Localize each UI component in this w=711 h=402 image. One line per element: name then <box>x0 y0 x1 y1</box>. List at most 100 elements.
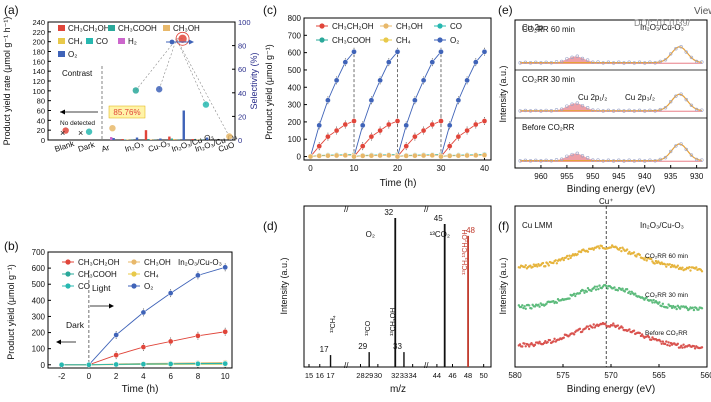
raw-data-point <box>689 103 694 108</box>
lmm-data-point <box>609 246 613 249</box>
raw-data-point <box>622 61 626 65</box>
legend-label: CH₄ <box>144 270 159 279</box>
raw-data-point <box>658 157 662 162</box>
raw-data-point <box>684 147 688 152</box>
lmm-data-point <box>572 333 576 336</box>
o2-axis-arrow-marker <box>169 39 175 45</box>
lmm-data-point <box>693 347 697 350</box>
point-CH3CH2OH <box>438 118 444 124</box>
raw-data-point <box>554 60 559 64</box>
lmm-data-point <box>582 289 585 292</box>
lmm-data-point <box>628 250 631 254</box>
legend-label: CH₃CH₂OH <box>78 258 120 267</box>
y-tick-label: 600 <box>288 49 302 58</box>
legend-label: CO <box>96 37 108 46</box>
raw-data-point <box>694 107 699 112</box>
lmm-data-point <box>653 262 656 265</box>
x-tick-label: 16 <box>316 371 324 380</box>
lmm-data-point <box>547 264 550 267</box>
lmm-data-point <box>663 342 667 346</box>
view-link-text[interactable]: View <box>694 6 711 17</box>
plot-frame <box>303 205 492 368</box>
raw-data-point <box>658 59 662 64</box>
lmm-data-point <box>691 306 694 309</box>
lmm-data-point <box>650 299 653 302</box>
point-CH3CH2OH <box>412 133 418 140</box>
lmm-data-point <box>544 265 547 268</box>
raw-data-point <box>648 60 652 64</box>
sample-label: In₂O₃/Cu-O₃ <box>640 221 684 230</box>
raw-data-point <box>627 158 631 162</box>
y-tick-label: 200 <box>32 38 45 47</box>
legend-CO-marker <box>437 23 443 29</box>
x-tick-label: 560 <box>700 371 711 380</box>
raw-data-point <box>606 108 611 113</box>
legend-label: O₂ <box>68 50 77 59</box>
lmm-data-point <box>669 304 673 308</box>
legend-label: CH₃OH <box>173 24 200 33</box>
lmm-data-point <box>562 258 565 262</box>
bar-O2 <box>182 110 185 140</box>
y-tick-label: 220 <box>32 28 45 37</box>
doi-text: DOI: 10.1039/ <box>634 18 691 28</box>
series-line-O2 <box>310 51 355 157</box>
x-axis-label: Time (h) <box>380 178 417 189</box>
raw-data-point <box>611 159 616 163</box>
x-category-label: Blank <box>54 139 77 154</box>
raw-data-point <box>622 159 626 163</box>
lmm-data-point <box>523 342 526 345</box>
point-CH3OH <box>403 152 410 159</box>
legend-CH4-marker <box>131 271 137 277</box>
raw-data-point <box>518 159 522 163</box>
point-O2 <box>351 48 357 55</box>
fit-peak-2p12 <box>520 153 702 162</box>
y-tick-label: 400 <box>32 296 46 305</box>
raw-data-point <box>679 92 683 96</box>
point-O2 <box>464 77 470 84</box>
x-tick-label: 575 <box>556 371 570 380</box>
lmm-data-point <box>548 338 552 342</box>
y2-tick-label: 40 <box>238 89 246 98</box>
raw-data-point <box>637 158 642 162</box>
point-CH3OH <box>464 152 470 159</box>
panel-label-b: (b) <box>4 239 19 253</box>
y-axis-label: Intensity (a.u.) <box>498 65 508 122</box>
lmm-data-point <box>659 340 662 343</box>
raw-data-point <box>585 58 590 62</box>
point-CH3OH <box>368 152 375 159</box>
lmm-data-point <box>598 247 601 250</box>
selectivity-point <box>62 127 69 134</box>
point-CH3CH2OH <box>222 328 229 335</box>
lmm-data-point <box>523 265 526 269</box>
lmm-data-point <box>518 266 522 269</box>
lmm-data-point <box>584 327 587 330</box>
lmm-data-point <box>552 340 555 343</box>
raw-data-point <box>694 157 699 162</box>
raw-data-point <box>560 59 564 64</box>
y-tick-label: 0 <box>41 361 46 370</box>
legend-label: CO <box>450 22 462 31</box>
raw-data-point <box>601 61 605 65</box>
x-tick-label: 930 <box>690 172 704 181</box>
lmm-data-point <box>667 341 670 344</box>
y-tick-label: 0 <box>41 136 45 145</box>
lmm-data-point <box>591 326 594 329</box>
lmm-data-point <box>576 253 579 256</box>
x-category-label: Ar <box>100 143 111 154</box>
lmm-data-point <box>678 307 682 310</box>
y-tick-label: 20 <box>37 126 45 135</box>
lmm-data-point <box>658 301 661 304</box>
point-CH3CH2OH <box>420 127 427 134</box>
raw-data-point <box>575 151 579 156</box>
lmm-data-point <box>645 296 648 299</box>
y-tick-label: 0 <box>297 153 302 162</box>
lmm-data-point <box>682 343 685 346</box>
axis-break-mark: // <box>424 361 429 370</box>
raw-data-point <box>689 153 694 157</box>
point-CH3OH <box>342 152 349 159</box>
y-axis-label: Intensity (a.u.) <box>498 257 508 314</box>
lmm-data-point <box>668 263 671 266</box>
lmm-data-point <box>619 246 622 250</box>
x-category-label: In₂O₃ <box>124 139 145 154</box>
